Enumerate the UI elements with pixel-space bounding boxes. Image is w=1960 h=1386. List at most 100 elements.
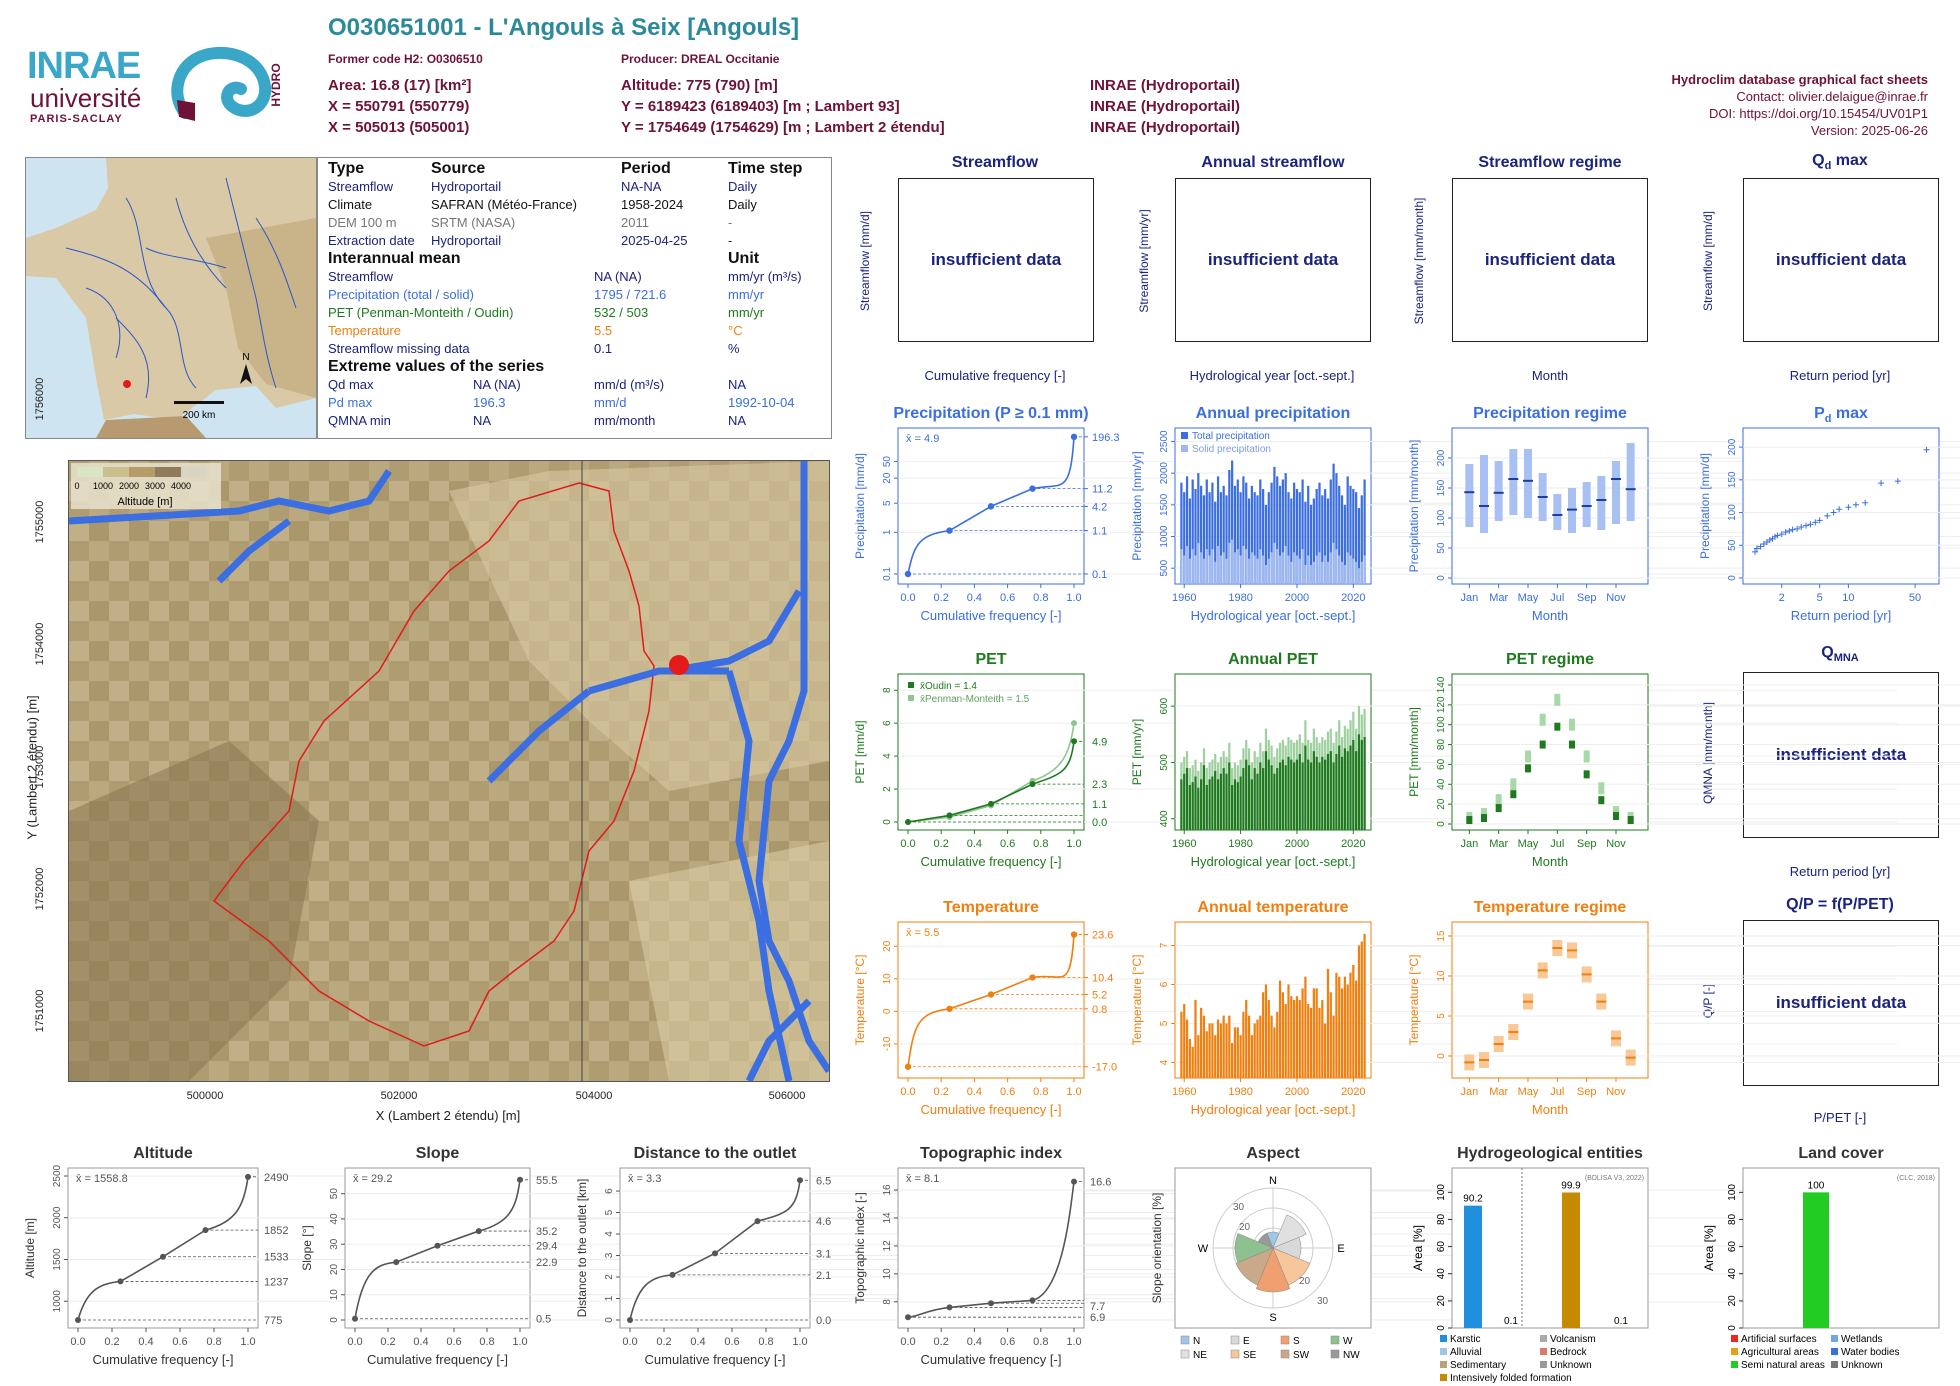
altitude-xtick: 0.8: [206, 1336, 221, 1348]
annual_precip-ytick: 2500: [1159, 430, 1170, 453]
hydrogeo-note: (BDLISA V3, 2022): [1585, 1175, 1644, 1182]
catchment-boundary: [212, 482, 655, 1047]
annual_precip-bar-total: [1304, 501, 1307, 584]
extreme-title: Extreme values of the series: [328, 358, 545, 375]
pet_cdf-xtick: 0.4: [967, 838, 982, 850]
slope-ytick: 10: [329, 1289, 340, 1301]
pet_regime-ylabel: PET [mm/month]: [1407, 707, 1421, 797]
annual_pet-bar-oudin: [1245, 759, 1248, 830]
qp-insufficient: insufficient data: [1743, 920, 1939, 1086]
temp_regime-xtick: May: [1518, 1086, 1539, 1098]
altitude-xlabel: Cumulative frequency [-]: [93, 1352, 234, 1367]
mean-row-2-col1: 532 / 503: [594, 305, 649, 320]
hydrogeo-legend-label: Sedimentary: [1450, 1360, 1506, 1371]
precip_cdf-xtick: 0.4: [967, 592, 982, 604]
qd-max-xlabel: Return period [yr]: [1789, 368, 1891, 383]
annual_temp-bar-y: [1321, 1000, 1324, 1078]
altitude-rtick: 1852: [264, 1225, 288, 1237]
annual_precip-bar-solid: [1180, 549, 1183, 584]
annual_precip-ytick: 500: [1159, 559, 1170, 576]
temp_cdf-ytick: 0: [882, 1008, 893, 1014]
annual_pet-bar-oudin: [1309, 762, 1313, 830]
pet_cdf-legend-penman: x̄Penman-Monteith = 1.5: [920, 694, 1030, 705]
annual_precip-bar-total: [1357, 508, 1361, 584]
hydrogeo-title: Hydrogeological entities: [1457, 1145, 1643, 1162]
aspect-legend-label: W: [1343, 1336, 1353, 1347]
pet_regime-ytick: 40: [1436, 778, 1447, 790]
annual_precip-bar-solid: [1202, 558, 1206, 584]
annual_pet-bar-oudin: [1236, 782, 1239, 830]
contact[interactable]: Contact: olivier.delaigue@inrae.fr: [1736, 89, 1928, 104]
annual_temp-bar-y: [1270, 1015, 1273, 1078]
aspect-sector-S: [1255, 1247, 1291, 1293]
pet_regime-box-oudin: [1466, 816, 1473, 825]
qp-xlabel: P/PET [-]: [1813, 1110, 1867, 1125]
factsheet-title: Hydroclim database graphical fact sheets: [1671, 72, 1928, 87]
annual_precip-bar-solid: [1194, 555, 1197, 584]
slope-xtick: 0.4: [413, 1336, 428, 1348]
precip_cdf-xtick: 1.0: [1066, 592, 1081, 604]
annual_pet-bar-oudin: [1208, 779, 1211, 830]
annual_temp-bar-y: [1304, 976, 1307, 1078]
topo-ytick: 12: [882, 1240, 893, 1252]
th-type: Type: [328, 160, 365, 177]
topo-title: Topographic index: [920, 1145, 1062, 1162]
distance-rtick: 0.0: [816, 1315, 831, 1327]
temp_cdf-rtick: -17.0: [1092, 1062, 1117, 1074]
landcover-legend-swatch: [1831, 1348, 1838, 1355]
slope-rtick: 0.5: [536, 1314, 551, 1326]
precip_cdf-ytick: 20: [882, 472, 893, 484]
annual_precip-xtick: 1960: [1172, 592, 1196, 604]
annual_temp-bar-y: [1284, 1003, 1287, 1078]
mean-row-2-col2: mm/yr: [728, 305, 765, 320]
annual_pet-ytick: 600: [1159, 697, 1170, 714]
annual_temp-bar-y: [1363, 933, 1366, 1078]
temp_cdf-xtick: 0.8: [1033, 1086, 1048, 1098]
hydrogeo-legend-label: Alluvial: [1450, 1347, 1482, 1358]
annual_temp-bar-y: [1287, 984, 1290, 1078]
precip_cdf-ytick: 50: [882, 456, 893, 468]
annual_precip-bar-total: [1242, 476, 1245, 584]
mean-row-0-col1: NA (NA): [594, 269, 642, 284]
annual_precip-xlabel: Hydrological year [oct.-sept.]: [1191, 608, 1356, 623]
altitude-legend: 0 1000 2000 3000 4000 Altitude [m]: [71, 463, 221, 509]
annual_precip-bar-total: [1290, 498, 1293, 584]
source-row-2-col3: -: [728, 215, 733, 230]
temp_cdf-rtick: 0.8: [1092, 1004, 1107, 1016]
precip_regime-xtick: Sep: [1577, 592, 1597, 604]
extreme-row-2-col2: mm/month: [594, 413, 656, 428]
slope-rtick: 22.9: [536, 1257, 557, 1269]
annual_pet-bar-oudin: [1318, 762, 1321, 830]
annual_pet-bar-oudin: [1262, 768, 1265, 830]
landcover-bar-label: 100: [1808, 1180, 1825, 1191]
pd_max-point: [1845, 504, 1852, 511]
annual_precip-bar-solid: [1332, 542, 1335, 584]
annual_temp-bar-y: [1197, 1035, 1200, 1078]
altitude-line: Altitude: 775 (790) [m]: [621, 77, 778, 94]
annual_temp-bar-y: [1264, 984, 1268, 1078]
annual_precip-bar-total: [1278, 485, 1282, 584]
annual_temp-bar-y: [1315, 988, 1318, 1078]
annual_precip-bar-total: [1312, 498, 1315, 584]
precip_regime-ytick: 200: [1436, 449, 1447, 466]
annual_temp-bar-y: [1324, 1023, 1327, 1078]
slope-ytick: 30: [329, 1238, 340, 1250]
annual_temp-xtick: 2000: [1285, 1086, 1309, 1098]
annual_precip-bar-solid: [1352, 558, 1355, 584]
annual_precip-xtick: 2000: [1285, 592, 1309, 604]
pd_max-point: [1789, 526, 1796, 533]
pet_regime-box-oudin: [1598, 796, 1605, 805]
annual_precip-bar-solid: [1315, 555, 1318, 584]
aspect-legend-label: SW: [1293, 1350, 1310, 1361]
annual_pet-bar-oudin: [1329, 751, 1332, 830]
doi[interactable]: DOI: https://doi.org/10.15454/UV01P1: [1709, 106, 1928, 121]
precip_cdf-rtick: 0.1: [1092, 569, 1107, 581]
annual_pet-panel: Annual PET PET [mm/yr] Hydrological year […: [1130, 651, 1960, 869]
pet_cdf-ytick: 2: [882, 786, 893, 792]
unit-title: Unit: [728, 250, 760, 267]
distance-xtick: 0.0: [622, 1336, 637, 1348]
annual_pet-bar-oudin: [1247, 765, 1251, 830]
hydrogeo-legend-swatch: [1440, 1374, 1447, 1381]
annual_precip-bar-solid: [1290, 561, 1293, 584]
pd_max-xtick: 10: [1842, 592, 1854, 604]
